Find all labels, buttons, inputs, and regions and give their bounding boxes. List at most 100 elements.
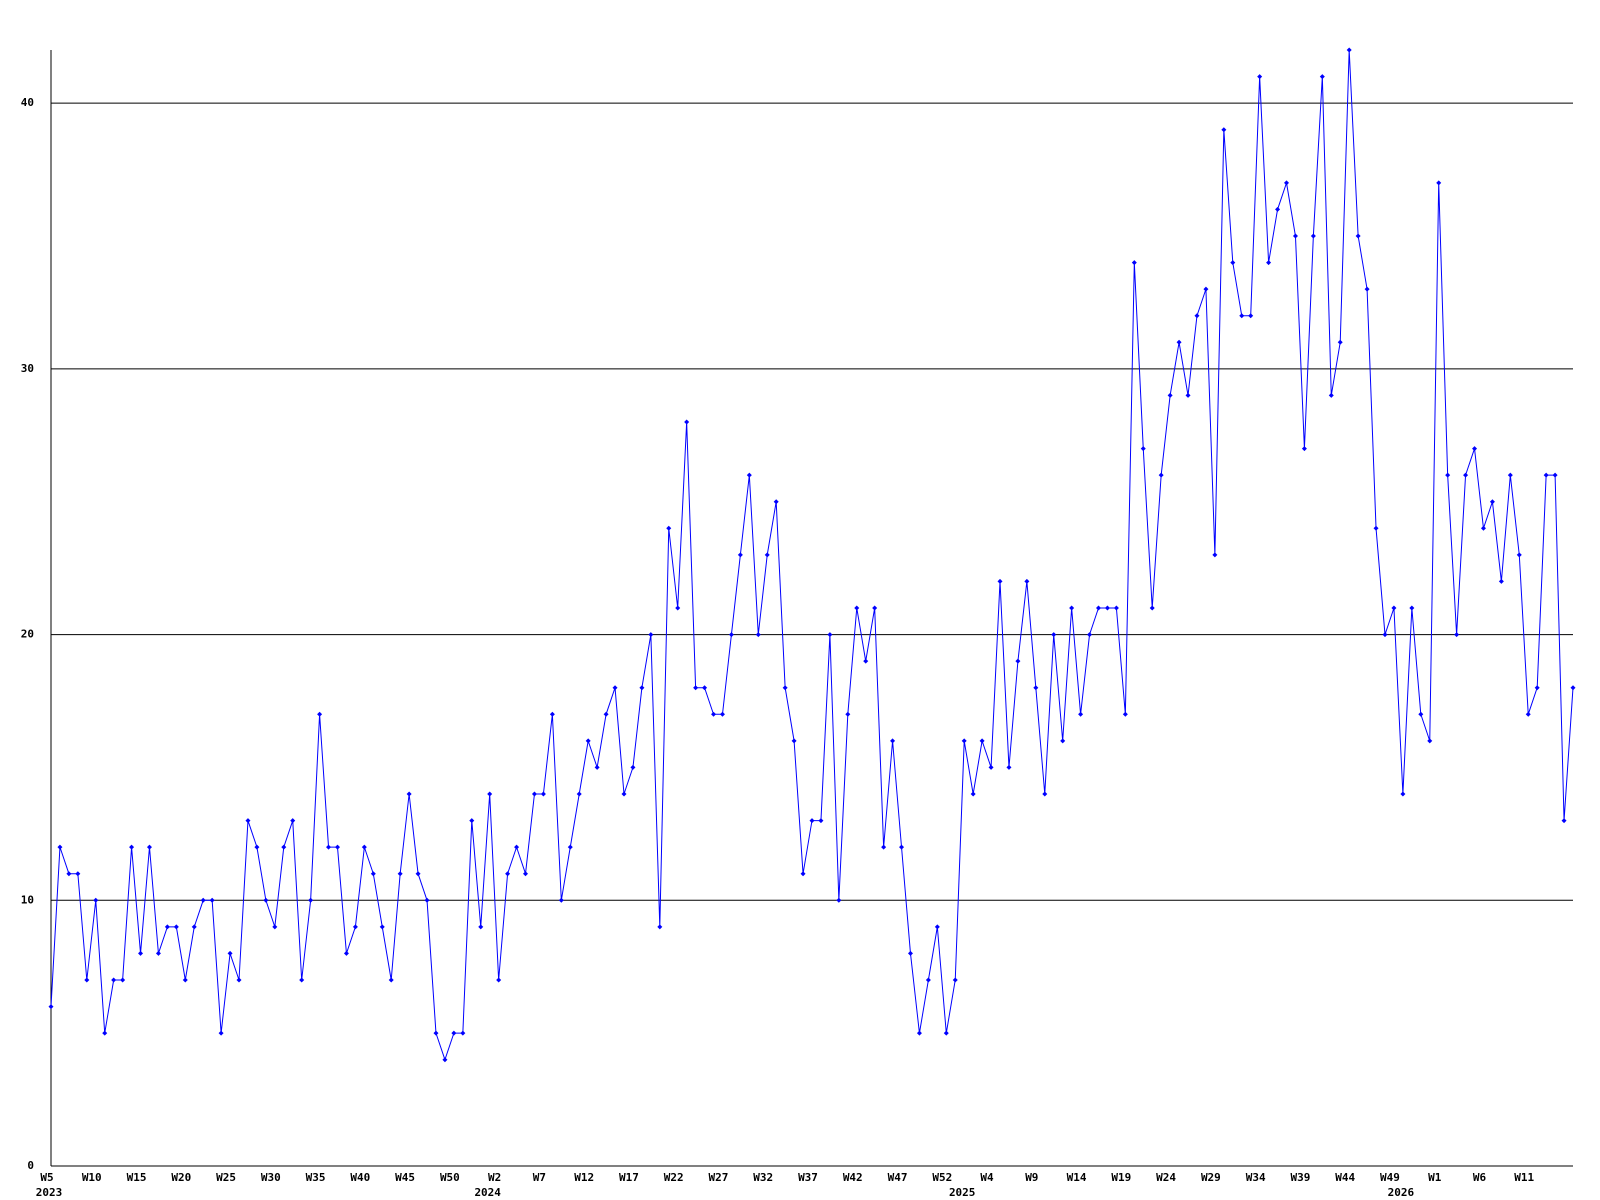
point-marker <box>1024 578 1030 584</box>
point-marker <box>209 897 215 903</box>
point-marker <box>711 711 717 717</box>
x-tick-label: W2 <box>488 1171 501 1184</box>
point-marker <box>639 685 645 691</box>
point-marker <box>1113 605 1119 611</box>
x-tick-label: W27 <box>709 1171 729 1184</box>
point-marker <box>1409 605 1415 611</box>
x-tick-label: W9 <box>1025 1171 1038 1184</box>
point-marker <box>657 924 663 930</box>
point-marker <box>84 977 90 983</box>
point-marker <box>1060 738 1066 744</box>
point-marker <box>191 924 197 930</box>
x-tick-label: W47 <box>888 1171 908 1184</box>
x-tick-label: W40 <box>350 1171 370 1184</box>
y-tick-label: 10 <box>21 893 34 906</box>
point-marker <box>1445 472 1451 478</box>
point-marker <box>764 552 770 558</box>
point-marker <box>827 632 833 638</box>
point-marker <box>263 897 269 903</box>
point-marker <box>1203 286 1209 292</box>
point-marker <box>227 950 233 956</box>
point-marker <box>487 791 493 797</box>
x-tick-label: W10 <box>82 1171 102 1184</box>
point-marker <box>93 897 99 903</box>
x-tick-label: W17 <box>619 1171 639 1184</box>
point-marker <box>970 791 976 797</box>
x-tick-label: W37 <box>798 1171 818 1184</box>
point-marker <box>1087 632 1093 638</box>
x-tick-label: W14 <box>1067 1171 1087 1184</box>
point-marker <box>1472 446 1478 452</box>
point-marker <box>155 950 161 956</box>
point-marker <box>1382 632 1388 638</box>
point-marker <box>317 711 323 717</box>
point-marker <box>872 605 878 611</box>
point-marker <box>1069 605 1075 611</box>
point-marker <box>1525 711 1531 717</box>
series-line <box>50 49 1574 1062</box>
point-marker <box>1561 818 1567 824</box>
x-tick-label: W19 <box>1111 1171 1131 1184</box>
point-marker <box>1364 286 1370 292</box>
point-marker <box>567 844 573 850</box>
point-marker <box>120 977 126 983</box>
point-marker <box>1095 605 1101 611</box>
point-marker <box>200 897 206 903</box>
point-marker <box>1042 791 1048 797</box>
year-label: 2025 <box>949 1186 976 1199</box>
point-marker <box>899 844 905 850</box>
point-marker <box>66 871 72 877</box>
point-marker <box>1292 233 1298 239</box>
point-marker <box>326 844 332 850</box>
point-marker <box>308 897 314 903</box>
point-marker <box>1131 260 1137 266</box>
point-marker <box>612 685 618 691</box>
point-marker <box>111 977 117 983</box>
point-marker <box>379 924 385 930</box>
y-tick-label: 20 <box>21 628 34 641</box>
point-marker <box>836 897 842 903</box>
point-marker <box>1337 339 1343 345</box>
point-marker <box>854 605 860 611</box>
point-marker <box>1248 313 1254 319</box>
point-marker <box>809 818 815 824</box>
point-marker <box>1552 472 1558 478</box>
point-marker <box>1489 499 1495 505</box>
point-marker <box>343 950 349 956</box>
point-marker <box>514 844 520 850</box>
point-marker <box>916 1030 922 1036</box>
point-marker <box>334 844 340 850</box>
point-marker <box>254 844 260 850</box>
y-tick-label: 40 <box>21 96 34 109</box>
point-marker <box>469 818 475 824</box>
point-marker <box>1373 525 1379 531</box>
point-marker <box>1194 313 1200 319</box>
point-marker <box>1454 632 1460 638</box>
point-marker <box>845 711 851 717</box>
point-marker <box>1033 685 1039 691</box>
point-marker <box>361 844 367 850</box>
year-label: 2026 <box>1388 1186 1415 1199</box>
point-marker <box>979 738 985 744</box>
point-marker <box>451 1030 457 1036</box>
point-marker <box>728 632 734 638</box>
point-marker <box>1480 525 1486 531</box>
point-marker <box>57 844 63 850</box>
point-marker <box>1418 711 1424 717</box>
point-marker <box>782 685 788 691</box>
x-tick-label: W39 <box>1290 1171 1310 1184</box>
point-marker <box>1463 472 1469 478</box>
point-marker <box>1006 764 1012 770</box>
point-marker <box>791 738 797 744</box>
point-marker <box>693 685 699 691</box>
point-marker <box>1516 552 1522 558</box>
point-marker <box>478 924 484 930</box>
x-tick-label: W50 <box>440 1171 460 1184</box>
point-marker <box>272 924 278 930</box>
x-tick-label: W4 <box>980 1171 994 1184</box>
x-tick-label: W35 <box>306 1171 326 1184</box>
point-marker <box>388 977 394 983</box>
point-marker <box>1266 260 1272 266</box>
point-marker <box>48 1004 54 1010</box>
